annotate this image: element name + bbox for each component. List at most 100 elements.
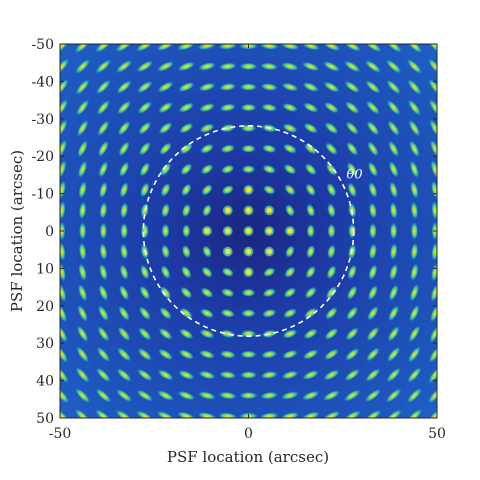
psf-spot bbox=[137, 348, 153, 361]
psf-spot bbox=[263, 267, 276, 277]
psf-spot bbox=[408, 325, 421, 343]
psf-spot bbox=[76, 99, 90, 116]
psf-spot bbox=[239, 83, 258, 91]
psf-spot bbox=[304, 307, 318, 319]
psf-spot bbox=[138, 141, 151, 156]
psf-spot bbox=[139, 162, 151, 177]
psf-spot bbox=[156, 44, 175, 51]
psf-spot bbox=[241, 288, 256, 297]
psf-spot bbox=[364, 409, 382, 418]
psf-spot bbox=[387, 326, 400, 342]
psf-spot bbox=[409, 160, 420, 179]
psf-spot bbox=[116, 80, 132, 94]
psf-spot bbox=[263, 225, 275, 237]
psf-spot bbox=[156, 411, 175, 418]
psf-spot bbox=[60, 58, 69, 75]
psf-spot bbox=[220, 144, 235, 153]
psf-spot bbox=[219, 350, 236, 359]
psf-spot bbox=[428, 366, 437, 384]
y-tick-label: -50 bbox=[31, 37, 54, 53]
y-tick-label: 30 bbox=[36, 336, 54, 352]
psf-spot bbox=[280, 44, 300, 50]
psf-spot bbox=[428, 78, 437, 96]
psf-spot bbox=[60, 408, 70, 418]
psf-spot bbox=[285, 204, 295, 217]
psf-spot bbox=[301, 61, 320, 72]
psf-spot bbox=[181, 265, 192, 279]
psf-spot bbox=[302, 82, 319, 92]
psf-spot bbox=[280, 412, 300, 418]
psf-spot bbox=[346, 162, 358, 177]
psf-spot bbox=[427, 408, 437, 418]
psf-spot bbox=[178, 349, 195, 360]
psf-spot bbox=[261, 103, 278, 112]
psf-spot bbox=[181, 203, 191, 218]
psf-spot bbox=[406, 388, 422, 404]
psf-spot bbox=[157, 81, 174, 93]
psf-spot bbox=[347, 264, 357, 280]
psf-spot bbox=[119, 181, 129, 198]
psf-spot bbox=[305, 183, 316, 197]
psf-spot bbox=[120, 222, 128, 240]
psf-spot bbox=[283, 143, 297, 154]
psf-spot bbox=[282, 103, 298, 113]
psf-spot bbox=[262, 288, 276, 298]
psf-spot bbox=[326, 182, 337, 197]
psf-spot bbox=[140, 264, 150, 280]
psf-spot bbox=[137, 101, 153, 114]
psf-spot bbox=[120, 243, 129, 260]
psf-spot bbox=[282, 329, 298, 339]
psf-spot bbox=[262, 144, 277, 153]
psf-spot bbox=[177, 390, 196, 401]
psf-spot bbox=[138, 327, 152, 341]
psf-spot bbox=[367, 305, 379, 321]
psf-spot bbox=[200, 308, 214, 319]
psf-spot bbox=[98, 284, 109, 301]
psf-spot bbox=[197, 412, 217, 418]
psf-spot bbox=[323, 348, 339, 361]
psf-spot bbox=[364, 44, 382, 53]
psf-spot bbox=[99, 263, 108, 281]
psf-spot bbox=[118, 305, 130, 321]
psf-spot bbox=[260, 371, 278, 379]
psf-spot bbox=[327, 244, 336, 259]
x-tick-label: 50 bbox=[428, 426, 446, 442]
psf-spot bbox=[364, 59, 382, 73]
psf-spot bbox=[221, 164, 235, 174]
psf-spot bbox=[385, 409, 402, 418]
psf-spot bbox=[135, 44, 154, 52]
psf-spot bbox=[157, 390, 175, 401]
psf-spot bbox=[219, 103, 236, 112]
psf-spot bbox=[409, 140, 420, 158]
psf-spot bbox=[60, 119, 68, 138]
psf-spot bbox=[345, 121, 359, 135]
psf-spot bbox=[410, 222, 419, 240]
psf-spot bbox=[60, 160, 67, 179]
psf-spot bbox=[200, 143, 214, 154]
psf-spot bbox=[429, 119, 437, 138]
psf-spot bbox=[260, 62, 279, 71]
psf-spot bbox=[345, 327, 359, 341]
psf-spot bbox=[159, 142, 172, 156]
psf-spot bbox=[76, 325, 89, 343]
psf-spot bbox=[158, 122, 173, 135]
psf-spot bbox=[407, 79, 422, 95]
psf-spot bbox=[428, 99, 437, 117]
psf-spot bbox=[323, 81, 340, 93]
psf-spot bbox=[281, 62, 299, 71]
x-axis-ticks: -50 0 50 bbox=[49, 44, 446, 442]
psf-spot bbox=[241, 309, 256, 318]
psf-spot bbox=[75, 79, 90, 95]
psf-spot bbox=[180, 286, 193, 299]
psf-spot bbox=[263, 204, 275, 216]
psf-spot bbox=[428, 387, 437, 404]
psf-spot bbox=[76, 346, 90, 363]
psf-spot bbox=[75, 58, 91, 74]
psf-spot bbox=[60, 99, 69, 117]
psf-spot bbox=[406, 58, 422, 74]
psf-spot bbox=[60, 262, 66, 282]
psf-spot bbox=[137, 368, 153, 382]
psf-spot bbox=[386, 367, 401, 383]
psf-spot bbox=[243, 266, 254, 278]
x-axis-label: PSF location (arcsec) bbox=[167, 448, 329, 466]
